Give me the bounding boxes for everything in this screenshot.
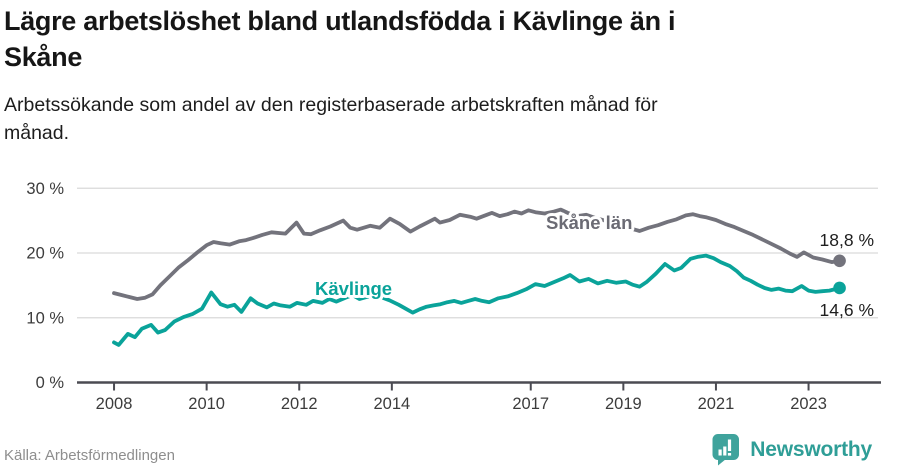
kavlinge-series-label: Kävlinge	[315, 278, 392, 299]
y-tick-label: 20 %	[26, 245, 64, 263]
x-tick-label: 2010	[188, 395, 225, 413]
chart-title-line1: Lägre arbetslöshet bland utlandsfödda i …	[4, 6, 676, 36]
chart-title-line2: Skåne	[4, 41, 83, 72]
newsworthy-logo-icon	[712, 434, 740, 466]
newsworthy-brand: Newsworthy	[711, 433, 872, 466]
y-tick-label: 0 %	[36, 374, 65, 392]
chart-subtitle-line2: månad.	[4, 121, 70, 144]
kavlinge-end-dot	[833, 281, 846, 295]
source-note: Källa: Arbetsförmedlingen	[4, 447, 175, 464]
skane-lan-line	[112, 207, 842, 301]
y-tick-label: 30 %	[26, 180, 64, 198]
chart-header: Lägre arbetslöshet bland utlandsfödda i …	[4, 4, 884, 147]
skane-lan-end-dot	[833, 254, 846, 268]
skane-lan-end-label: 18,8 %	[820, 230, 874, 250]
x-tick-label: 2019	[605, 395, 642, 413]
x-tick-label: 2012	[281, 395, 318, 413]
skane-lan-series-label: Skåne län	[546, 212, 632, 233]
chart-footer: Källa: Arbetsförmedlingen Newsworthy	[0, 432, 900, 468]
x-tick-label: 2021	[698, 395, 735, 413]
line-chart-svg: 0 % 10 % 20 % 30 % 2008 2010 2012 2014 2017 2019 2…	[26, 180, 881, 413]
kavlinge-end-label: 14,6 %	[820, 300, 874, 320]
x-tick-label: 2008	[96, 395, 133, 413]
chart-subtitle-line1: Arbetssökande som andel av den registerb…	[4, 93, 658, 116]
x-tick-label: 2023	[790, 395, 827, 413]
line-chart: 0 % 10 % 20 % 30 % 2008 2010 2012 2014 2017 2019 2…	[0, 158, 900, 420]
x-tick-label: 2017	[512, 395, 549, 413]
chart-title: Lägre arbetslöshet bland utlandsfödda i …	[4, 4, 884, 76]
newsworthy-wordmark: Newsworthy	[750, 437, 872, 461]
chart-subtitle: Arbetssökande som andel av den registerb…	[4, 92, 884, 147]
y-tick-label: 10 %	[26, 309, 64, 327]
x-tick-label: 2014	[373, 395, 410, 413]
kavlinge-line	[112, 253, 842, 347]
